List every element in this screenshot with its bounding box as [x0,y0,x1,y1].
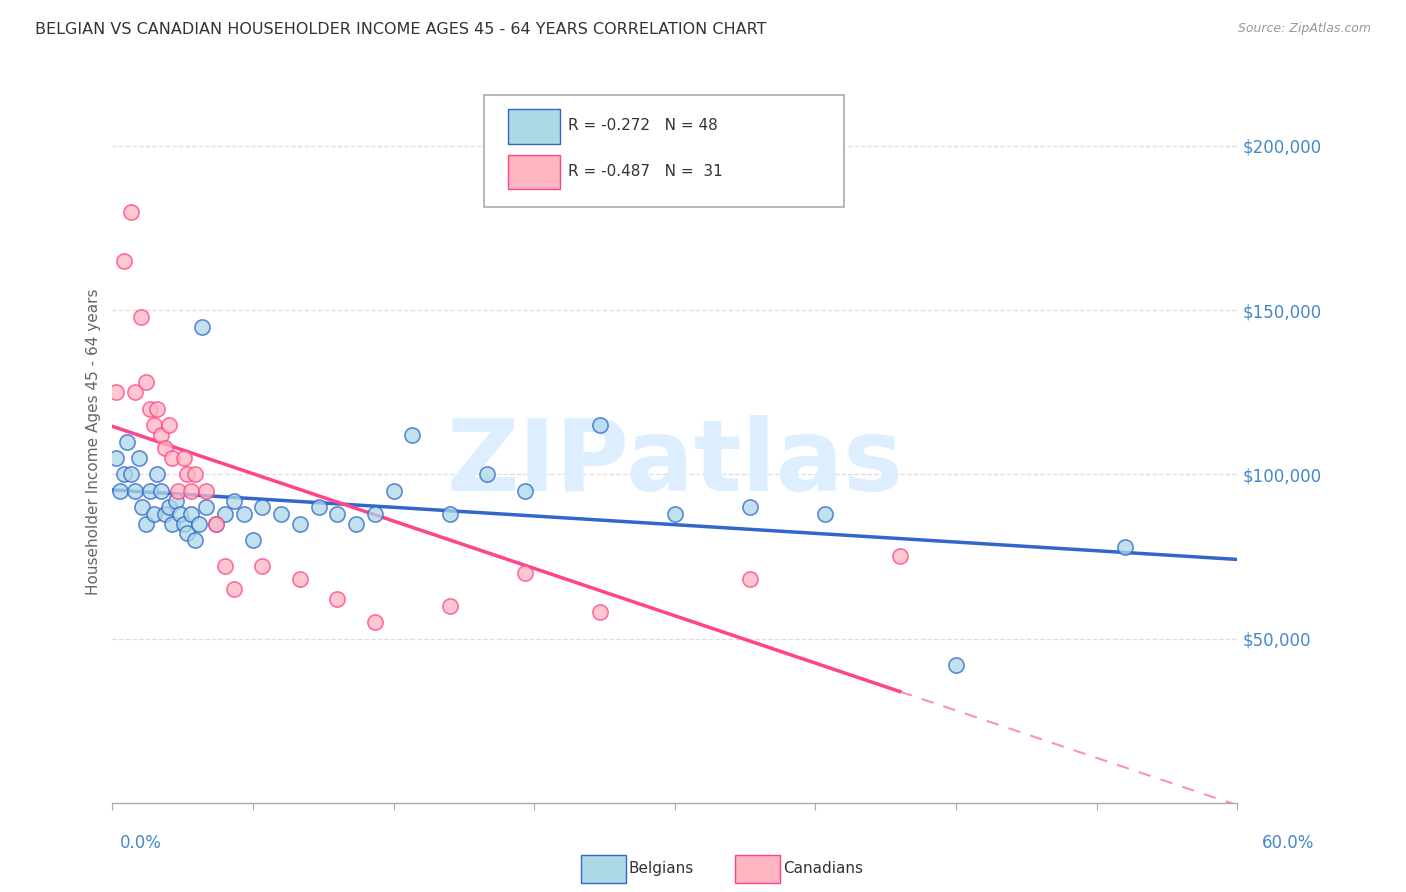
FancyBboxPatch shape [509,154,560,189]
Point [439,599,461,613]
Text: Belgians: Belgians [628,862,693,876]
Point [191,319,214,334]
Y-axis label: Householder Income Ages 45 - 64 years: Householder Income Ages 45 - 64 years [86,288,101,595]
Point [139,401,162,416]
Point [135,516,157,531]
Text: R = -0.272   N = 48: R = -0.272 N = 48 [568,119,718,133]
Text: 60.0%: 60.0% [1263,834,1315,852]
FancyBboxPatch shape [484,95,844,207]
Point [131,500,153,515]
Point [187,516,209,531]
Point [146,467,169,482]
Point [439,507,461,521]
Point [167,483,190,498]
Point [889,549,911,564]
Point [124,483,146,498]
Point [589,605,612,619]
Point [162,516,184,531]
Point [288,516,311,531]
Point [146,401,169,416]
Point [214,559,236,574]
Point [242,533,264,547]
Point [169,507,191,521]
Text: ZIPatlas: ZIPatlas [447,415,903,512]
Point [738,500,761,515]
Point [1114,540,1136,554]
Point [252,559,274,574]
Point [326,507,349,521]
Point [176,526,198,541]
Point [117,434,139,449]
Point [176,467,198,482]
Point [288,573,311,587]
Point [180,507,202,521]
Point [195,483,218,498]
FancyBboxPatch shape [509,109,560,144]
Point [224,493,246,508]
Point [184,533,207,547]
Point [204,516,226,531]
Point [814,507,837,521]
Point [120,467,142,482]
Point [150,428,173,442]
Point [173,516,195,531]
Point [252,500,274,515]
Point [308,500,330,515]
Point [124,385,146,400]
Text: 0.0%: 0.0% [120,834,162,852]
Point [270,507,292,521]
Point [477,467,499,482]
Text: BELGIAN VS CANADIAN HOUSEHOLDER INCOME AGES 45 - 64 YEARS CORRELATION CHART: BELGIAN VS CANADIAN HOUSEHOLDER INCOME A… [35,22,766,37]
Point [180,483,202,498]
Point [204,516,226,531]
Point [157,418,180,433]
Point [184,467,207,482]
Point [142,418,165,433]
Point [128,450,150,465]
Point [112,253,135,268]
Text: Source: ZipAtlas.com: Source: ZipAtlas.com [1237,22,1371,36]
Point [135,376,157,390]
Point [382,483,405,498]
Point [165,493,187,508]
Point [108,483,131,498]
Point [153,441,176,455]
Point [112,467,135,482]
Point [129,310,152,324]
Point [326,592,349,607]
Point [173,450,195,465]
Point [401,428,423,442]
Point [344,516,367,531]
Point [945,657,967,672]
Text: Canadians: Canadians [783,862,863,876]
Point [232,507,254,521]
Point [195,500,218,515]
Point [120,204,142,219]
Point [150,483,173,498]
Point [105,450,128,465]
Point [157,500,180,515]
Point [364,507,387,521]
Text: R = -0.487   N =  31: R = -0.487 N = 31 [568,164,723,178]
Point [214,507,236,521]
Point [664,507,686,521]
Point [162,450,184,465]
Point [105,385,128,400]
Point [513,566,536,580]
Point [153,507,176,521]
Point [513,483,536,498]
Point [364,615,387,630]
Point [224,582,246,597]
Point [738,573,761,587]
Point [142,507,165,521]
Point [589,418,612,433]
Point [139,483,162,498]
